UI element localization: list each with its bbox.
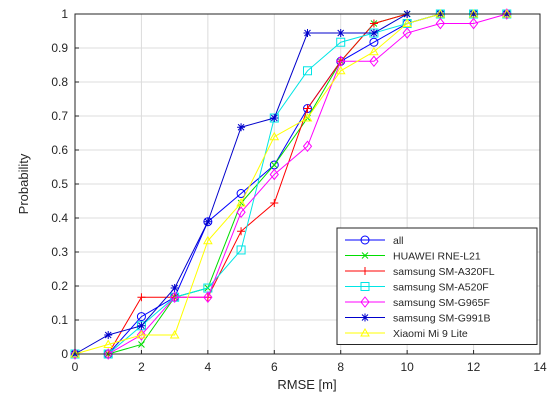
circle-marker <box>236 189 246 199</box>
asterisk-marker <box>104 330 113 339</box>
x-tick-label: 0 <box>72 360 79 374</box>
series-layer <box>70 8 512 360</box>
diamond-marker <box>468 17 479 30</box>
y-tick-label: 0.6 <box>51 143 68 157</box>
y-tick-label: 0.8 <box>51 75 68 89</box>
diamond-marker <box>136 329 147 341</box>
y-tick-label: 0.3 <box>51 245 68 259</box>
triangle-marker <box>103 339 114 348</box>
y-tick-label: 0 <box>61 347 68 361</box>
circle-marker <box>369 37 379 47</box>
legend-entry: samsung SM-A320FL <box>345 266 495 278</box>
asterisk-marker <box>303 29 312 38</box>
triangle-marker <box>136 329 147 339</box>
asterisk-marker <box>203 217 212 226</box>
square-marker <box>303 66 312 76</box>
triangle-marker <box>369 46 379 56</box>
y-tick-label: 0.4 <box>51 211 68 225</box>
x-marker <box>270 161 278 169</box>
legend-label: samsung SM-A520F <box>393 282 489 294</box>
diamond-marker <box>236 206 246 219</box>
legend-label: samsung SM-G965F <box>393 297 490 309</box>
legend-label: all <box>393 235 404 247</box>
plus-marker <box>369 19 378 28</box>
series-samsung-sm-g991b <box>71 10 511 358</box>
legend-label: samsung SM-G991B <box>393 313 490 325</box>
legend: all HUAWEI RNE-L21 samsung SM-A320FL samsun… <box>336 227 538 345</box>
legend-entry: Xiaomi Mi 9 Lite <box>345 327 468 340</box>
x-tick-label: 12 <box>467 360 481 374</box>
legend-entry: samsung SM-A520F <box>345 282 489 294</box>
diamond-marker <box>170 291 180 304</box>
diamond-marker <box>302 140 313 153</box>
y-axis-label: Probability <box>16 153 31 214</box>
triangle-marker <box>360 327 370 337</box>
diamond-marker <box>402 27 412 39</box>
square-marker <box>360 282 370 291</box>
triangle-marker <box>202 235 213 245</box>
square-marker <box>236 245 246 255</box>
series-samsung-sm-g965f <box>70 8 512 360</box>
plus-marker <box>237 227 246 236</box>
y-tick-label: 1 <box>61 7 68 21</box>
y-tick-label: 0.2 <box>51 279 68 293</box>
triangle-marker <box>169 329 180 339</box>
asterisk-marker <box>170 284 179 293</box>
x-marker <box>361 252 369 259</box>
y-tick-label: 0.1 <box>51 313 68 327</box>
plus-marker <box>303 104 312 113</box>
asterisk-marker <box>369 29 378 38</box>
legend-entry: HUAWEI RNE-L21 <box>345 251 481 263</box>
x-tick-label: 10 <box>400 360 414 374</box>
diamond-marker <box>103 348 113 360</box>
plus-marker <box>361 267 369 275</box>
x-axis-label: RMSE [m] <box>277 377 336 392</box>
legend-entry: all <box>345 235 404 247</box>
x-tick-label: 4 <box>205 360 212 374</box>
y-tick-label: 0.5 <box>51 177 68 191</box>
asterisk-marker <box>336 29 345 38</box>
diamond-marker <box>269 168 279 181</box>
x-tick-label: 8 <box>337 360 344 374</box>
x-tick-label: 6 <box>271 360 278 374</box>
series-line <box>75 13 507 355</box>
axis-ticks: 0 2 4 6 8 10 12 14 0 0.1 0.2 0.3 0.4 0.5 0.6 0.7 0.8 0.9 1 <box>51 7 547 374</box>
diamond-marker <box>435 17 445 30</box>
series-line <box>74 13 507 355</box>
asterisk-marker <box>137 321 146 330</box>
legend-entry: samsung SM-G991B <box>345 313 490 325</box>
x-tick-label: 2 <box>138 360 145 374</box>
circle-marker <box>136 312 146 322</box>
asterisk-marker <box>270 114 279 123</box>
plus-marker <box>137 293 146 302</box>
asterisk-marker <box>361 313 369 322</box>
legend-label: Xiaomi Mi 9 Lite <box>393 328 468 340</box>
circle-marker <box>360 235 370 245</box>
triangle-marker <box>335 65 346 75</box>
triangle-marker <box>236 198 246 207</box>
diamond-marker <box>360 296 370 308</box>
x-marker <box>138 341 145 348</box>
asterisk-marker <box>237 123 246 132</box>
triangle-marker <box>269 131 280 141</box>
y-tick-label: 0.7 <box>51 109 68 123</box>
y-tick-label: 0.9 <box>51 41 68 55</box>
x-tick-label: 14 <box>533 360 547 374</box>
square-marker <box>336 37 346 47</box>
legend-label: HUAWEI RNE-L21 <box>393 251 481 263</box>
diamond-marker <box>203 291 213 304</box>
diamond-marker <box>502 8 512 20</box>
triangle-marker <box>402 18 413 28</box>
plus-marker <box>270 199 279 208</box>
triangle-marker <box>302 113 313 122</box>
legend-label: samsung SM-A320FL <box>393 266 495 278</box>
diamond-marker <box>369 55 379 68</box>
legend-entry: samsung SM-G965F <box>345 296 490 309</box>
